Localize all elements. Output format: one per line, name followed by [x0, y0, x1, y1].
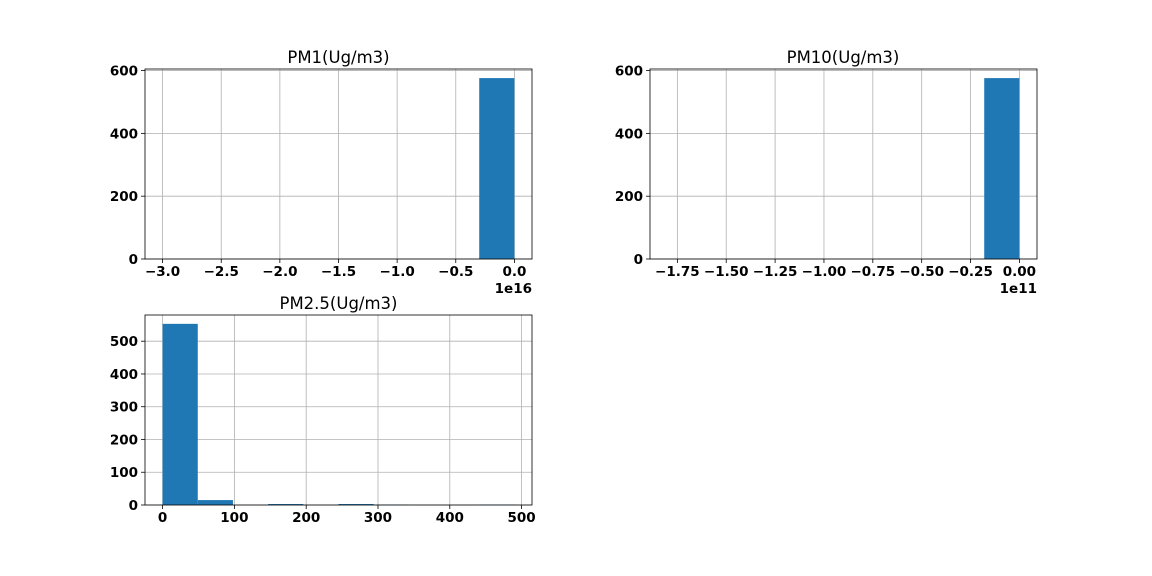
x-tick-label: −1.00 — [802, 264, 847, 280]
y-tick-label: 600 — [615, 64, 643, 80]
histogram-panel-pm10: PM10(Ug/m3) −1.75 −1.50 −1.25 −1.00 −0.75 −0.… — [615, 48, 1038, 297]
plot-area-frame — [649, 68, 1038, 260]
histogram-bar — [197, 500, 233, 505]
x-tick-label: −0.25 — [948, 264, 993, 280]
histogram-bar — [162, 323, 198, 505]
y-tick-label: 500 — [110, 334, 138, 350]
x-axis-offset-text: 1e11 — [1000, 281, 1037, 297]
y-tick-label: 600 — [110, 64, 138, 80]
x-tick-label: −1.25 — [753, 264, 798, 280]
y-tick-label: 0 — [634, 252, 643, 268]
x-axis-offset-text: 1e16 — [495, 281, 532, 297]
x-tick-label: −1.75 — [655, 264, 700, 280]
y-tick-label: 300 — [110, 400, 138, 416]
histogram-panel-pm1: PM1(Ug/m3) −3.0 −2.5 −2.0 −1.5 −1.0 −0.5 0.0 0… — [110, 48, 533, 297]
x-tick-label: 400 — [436, 510, 464, 526]
x-tick-label: 500 — [507, 510, 535, 526]
x-tick-label: −1.5 — [321, 264, 356, 280]
y-tick-label: 200 — [110, 189, 138, 205]
x-tick-label: −3.0 — [145, 264, 180, 280]
y-tick-label: 400 — [615, 126, 643, 142]
y-tick-label: 0 — [129, 498, 138, 514]
x-tick-label: −1.50 — [704, 264, 749, 280]
histogram-bar — [479, 78, 515, 259]
y-tick-label: 200 — [110, 432, 138, 448]
plot-area-frame — [144, 68, 533, 260]
x-tick-label: −0.50 — [899, 264, 944, 280]
x-tick-label: 100 — [220, 510, 248, 526]
histogram-panel-pm2-5: PM2.5(Ug/m3) 0 100 200 300 400 500 0 100 200 300… — [110, 294, 536, 526]
panel-title: PM10(Ug/m3) — [787, 48, 900, 67]
x-tick-label: −0.5 — [438, 264, 473, 280]
y-tick-label: 400 — [110, 367, 138, 383]
x-tick-label: 0.0 — [502, 264, 526, 280]
panel-title: PM2.5(Ug/m3) — [280, 294, 398, 313]
panel-title: PM1(Ug/m3) — [287, 48, 389, 67]
x-tick-label: 200 — [292, 510, 320, 526]
x-tick-label: 300 — [364, 510, 392, 526]
y-tick-label: 200 — [615, 189, 643, 205]
x-tick-label: −2.0 — [262, 264, 297, 280]
y-tick-label: 400 — [110, 126, 138, 142]
plot-area-frame — [144, 314, 533, 506]
x-tick-label: 0 — [158, 510, 167, 526]
histogram-bar — [338, 504, 374, 505]
y-tick-label: 100 — [110, 465, 138, 481]
histogram-bar — [268, 504, 304, 505]
x-tick-label: −1.0 — [380, 264, 415, 280]
x-tick-label: 0.00 — [1003, 264, 1036, 280]
histogram-bar — [984, 78, 1020, 259]
x-tick-label: −2.5 — [204, 264, 239, 280]
x-tick-label: −0.75 — [851, 264, 896, 280]
y-tick-label: 0 — [129, 252, 138, 268]
